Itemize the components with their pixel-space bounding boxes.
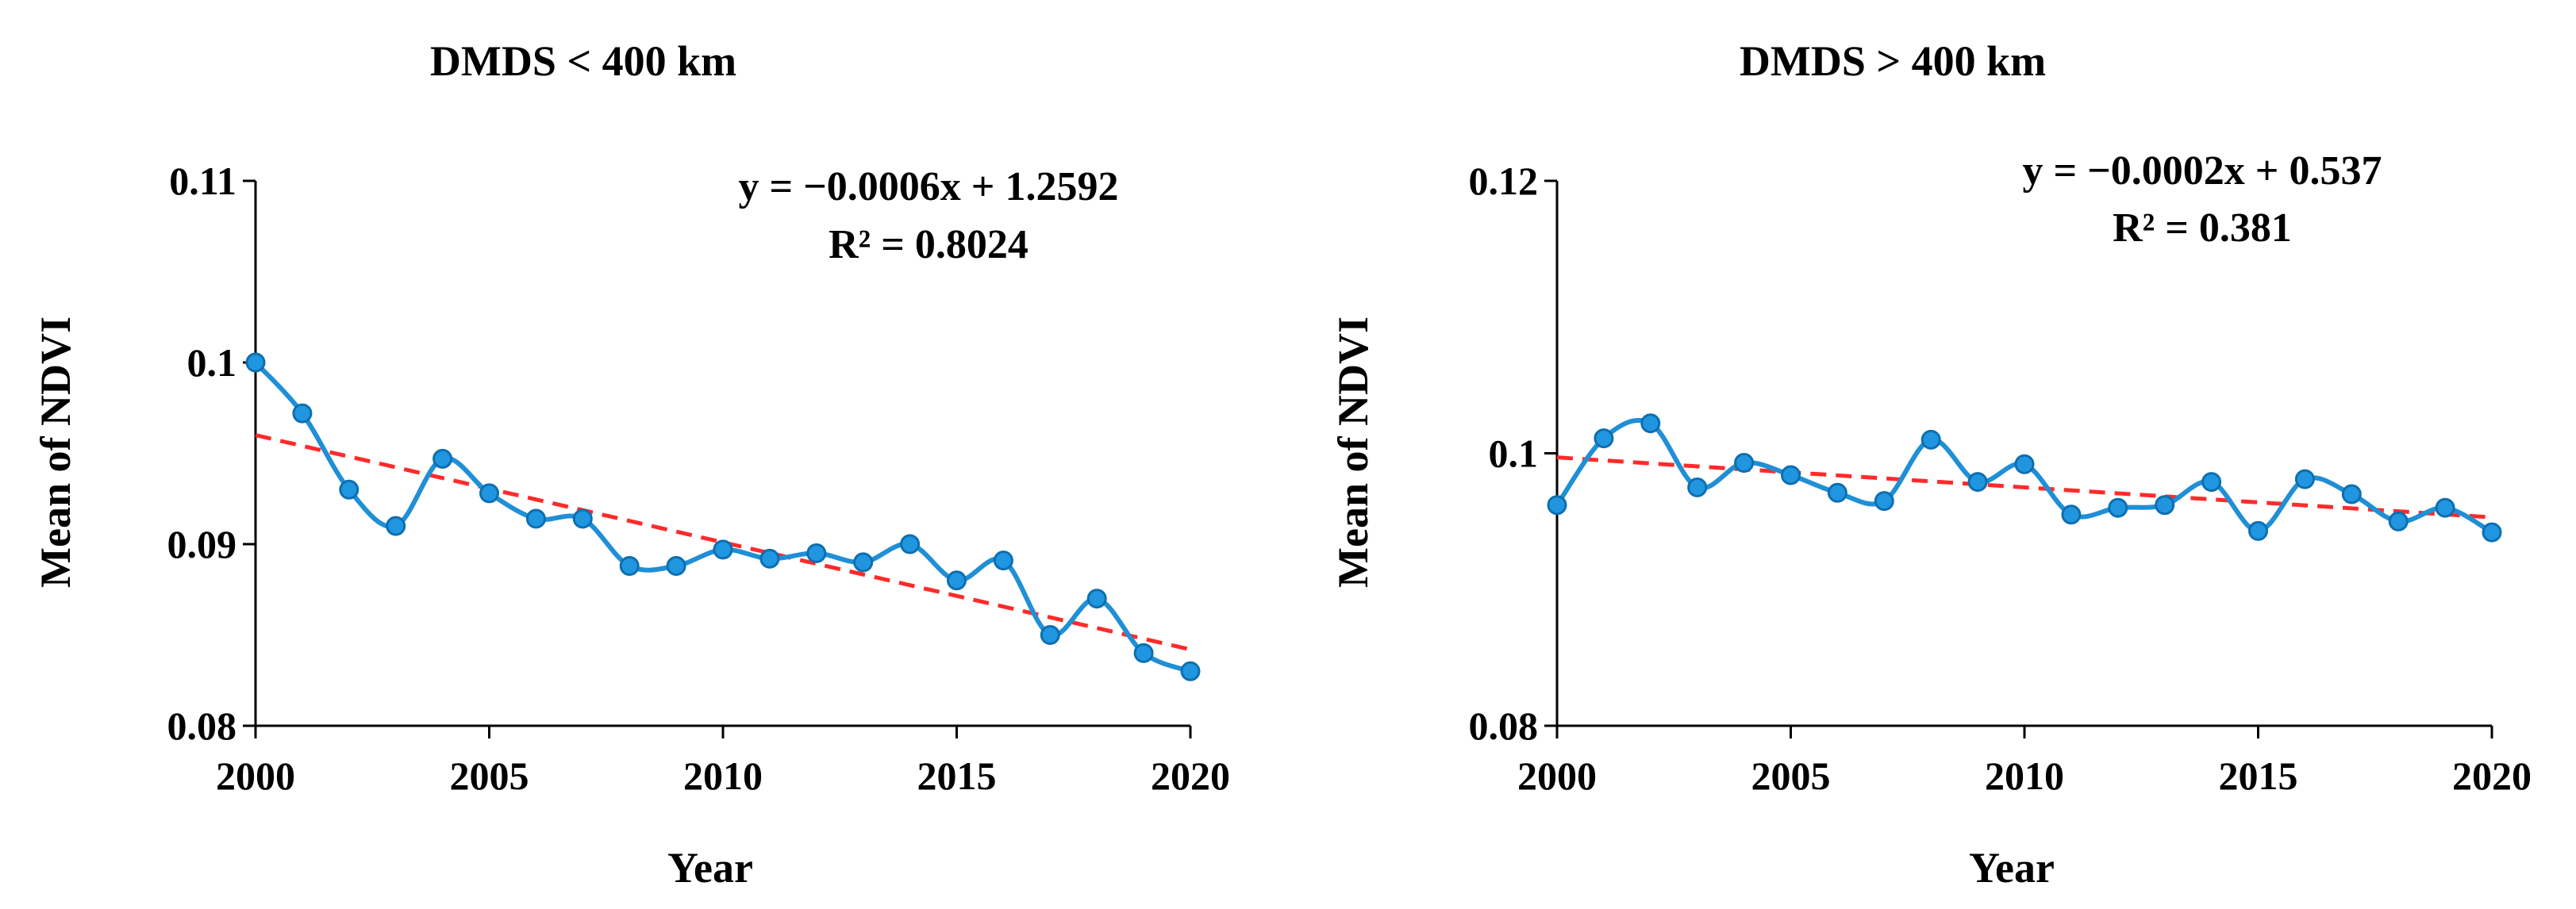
chart-title-right: DMDS > 400 km: [1740, 37, 2046, 85]
data-point: [1133, 642, 1154, 663]
data-point: [759, 548, 780, 569]
data-point: [479, 483, 499, 504]
ndvi-series-line-right: [1555, 417, 2494, 535]
data-point: [1874, 491, 1894, 512]
x-tick-label: 2005: [450, 754, 529, 798]
data-point: [2435, 497, 2455, 518]
data-point: [947, 570, 967, 591]
data-point: [292, 403, 313, 424]
data-point: [2294, 469, 2315, 489]
data-point: [525, 508, 546, 529]
y-tick-label: 0.09: [167, 522, 237, 566]
x-axis-title-left: Year: [667, 844, 753, 892]
y-tick-label: 0.12: [1469, 159, 1539, 203]
data-point: [2108, 497, 2128, 518]
data-point: [1967, 472, 1988, 493]
data-point: [572, 508, 593, 529]
data-point: [2482, 522, 2502, 543]
x-tick-label: 2010: [1985, 754, 2064, 798]
data-point: [386, 516, 406, 536]
data-point: [1547, 495, 1567, 516]
r-squared-left: R² = 0.8024: [829, 222, 1028, 267]
trend-line-right: [1556, 455, 2493, 520]
data-point: [1827, 482, 1847, 503]
data-point: [1734, 453, 1755, 474]
data-point: [2155, 495, 2175, 516]
x-tick-label: 2005: [1751, 754, 1831, 798]
chart-panel-left: DMDS < 400 km y = −0.0006x + 1.2592 R² =…: [32, 37, 1230, 892]
y-tick-label: 0.11: [169, 159, 236, 203]
data-point: [853, 552, 874, 573]
x-tick-label: 2000: [216, 754, 295, 798]
data-point: [666, 555, 686, 576]
y-tick-label: 0.1: [187, 340, 237, 385]
data-point: [1640, 413, 1661, 434]
data-point: [900, 534, 921, 554]
data-point: [433, 448, 453, 469]
data-point: [1180, 661, 1201, 681]
data-point: [2248, 520, 2268, 541]
r-squared-right: R² = 0.381: [2113, 205, 2292, 251]
y-axis-title-left: Mean of NDVI: [32, 316, 79, 588]
data-point: [1781, 465, 1801, 485]
y-tick-label: 0.1: [1489, 431, 1539, 476]
data-point: [993, 550, 1013, 571]
data-point: [1687, 477, 1708, 497]
data-point: [339, 479, 359, 500]
x-tick-label: 2000: [1517, 754, 1597, 798]
x-tick-label: 2015: [2219, 754, 2298, 798]
y-axis-title-right: Mean of NDVI: [1329, 316, 1377, 588]
x-tick-label: 2020: [1151, 754, 1230, 798]
x-tick-label: 2015: [917, 754, 997, 798]
data-point: [1086, 589, 1107, 609]
data-point: [2388, 511, 2409, 531]
y-tick-label: 0.08: [167, 704, 237, 748]
x-tick-label: 2020: [2452, 754, 2532, 798]
trend-equation-right: y = −0.0002x + 0.537: [2023, 148, 2382, 194]
data-point: [806, 543, 827, 563]
data-point: [1040, 625, 1060, 645]
data-point: [713, 539, 733, 560]
data-point: [1920, 429, 1941, 450]
data-point: [1594, 428, 1614, 449]
trend-equation-left: y = −0.0006x + 1.2592: [739, 164, 1119, 209]
chart-title-left: DMDS < 400 km: [430, 37, 736, 85]
data-point: [2341, 484, 2362, 504]
x-tick-label: 2010: [683, 754, 763, 798]
data-point: [2061, 504, 2082, 525]
data-point: [619, 555, 640, 576]
data-point: [245, 352, 266, 373]
data-point: [2201, 472, 2222, 493]
chart-panel-right: DMDS > 400 km y = −0.0002x + 0.537 R² = …: [1329, 37, 2532, 892]
x-axis-title-right: Year: [1969, 844, 2055, 892]
data-point: [2014, 454, 2035, 474]
y-tick-label: 0.08: [1469, 704, 1539, 748]
